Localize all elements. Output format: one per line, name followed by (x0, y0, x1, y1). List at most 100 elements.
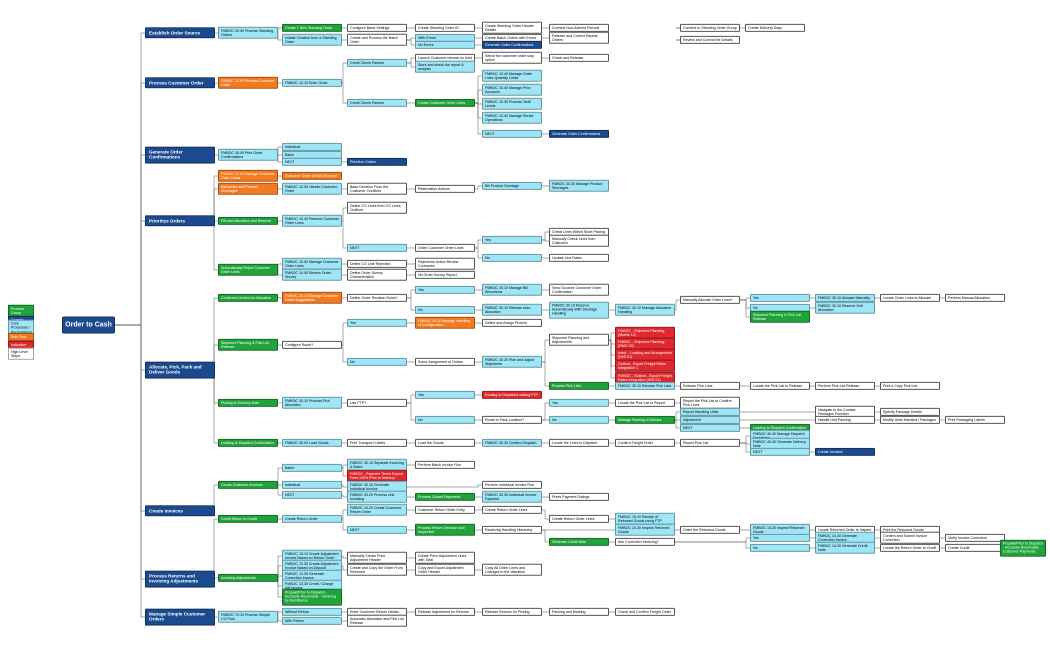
process-node: Send Sources Customer Order Confirmation (549, 283, 609, 297)
process-node: Yes (347, 318, 407, 328)
process-node: Create Invoices (815, 447, 875, 457)
process-node: Create and Process the Batch Order (347, 33, 407, 47)
connector (115, 220, 145, 326)
connector (542, 509, 549, 520)
connector (740, 299, 750, 318)
connector (277, 155, 282, 163)
process-node: Create Customer Invoices (218, 480, 278, 490)
legend-item: Sub-Flow (8, 332, 34, 341)
connector (115, 32, 145, 326)
process-node: Confirm Freight Order (615, 438, 675, 448)
process-node: Locate the Return Order to Credit (880, 543, 940, 553)
connector (277, 578, 282, 598)
process-node: Create and Copy the Order From Returned (347, 563, 407, 577)
process-node: Confirm and Submit Invoice Correction (880, 531, 940, 545)
connector (675, 541, 750, 549)
process-node: Rejections Action Review Contractor (415, 257, 475, 271)
connector (475, 75, 482, 104)
connector (475, 102, 482, 135)
process-node: FMBOC 10.00 Process Customer Order (218, 76, 278, 90)
connector (542, 402, 549, 421)
connector (475, 247, 482, 259)
process-node: Outbnd - Export Freight Rates Integratio… (615, 359, 675, 373)
process-node: FMBOC 30.30 Manage Product Shortages (549, 179, 609, 193)
connector (342, 220, 347, 249)
connector (675, 537, 750, 543)
process-node: Load the Goods (415, 438, 475, 448)
connector (542, 231, 549, 241)
process-node: Picking to Delivery Note (218, 398, 278, 408)
process-node: FMBOC 30.10 Manage Bill Allocations (482, 283, 542, 297)
process-node: Initiate Creation from a Standing Order (282, 33, 342, 47)
process-node: Manually Allocate Order Lines? (680, 295, 740, 305)
process-node: FMBOC 30.30 Individual Invoice Payment (482, 490, 542, 504)
connector (342, 565, 347, 571)
process-node: Manually Create Price Adjustment Header (347, 551, 407, 565)
connector (115, 154, 145, 326)
connector (277, 575, 282, 578)
process-node: NEXT (680, 423, 740, 433)
process-node: Prepaid/Prior to Dispatch - Accounts Rec… (282, 588, 342, 606)
process-node: FMBOC 10.30 Process Tariff Levels (482, 97, 542, 111)
process-node: Automatically Reject Customer Order Line… (218, 263, 278, 277)
connector (407, 484, 482, 488)
connector (277, 485, 282, 496)
process-node: With Return (282, 616, 342, 626)
connector (740, 435, 750, 444)
connector (342, 484, 347, 488)
process-node: FMBOC 30.10 Reserve Soft Allocation (815, 301, 875, 315)
process-node: Configure Basic Settings (347, 23, 407, 33)
process-node: Some Assignment of Orders (415, 357, 475, 367)
process-node: Navigate to the Contact Packages Functio… (815, 405, 875, 419)
process-node: NEXT (482, 129, 542, 139)
process-node: Manage Packing of Articles (615, 415, 675, 425)
connector (277, 146, 282, 155)
connector (342, 344, 347, 363)
process-node: Customer Return Order Entry (415, 505, 475, 515)
connector (475, 239, 482, 249)
connector (475, 185, 482, 190)
process-node: Process Return Decision and Inspection (415, 523, 475, 537)
process-node: FMBOC 40.30 Confirm Dispatch (482, 438, 542, 448)
process-node: Define CO Lines from CO Lines Outlines (347, 201, 407, 215)
connector (542, 339, 549, 363)
process-node: Yes (415, 285, 475, 295)
process-node: Generate Order Confirmations (482, 40, 542, 50)
connector (115, 324, 145, 512)
process-node: NEXT (750, 447, 810, 457)
connector (675, 419, 680, 429)
connector (342, 555, 347, 559)
connector (740, 299, 750, 309)
process-node: Create Return Order Lines (549, 514, 609, 524)
process-node: Copy and Export Adjustment Order Header (415, 563, 475, 577)
connector (740, 442, 750, 453)
connector (277, 565, 282, 578)
process-node: Create Credit (945, 543, 1005, 553)
process-node: Base Decision From the Customer Creditor… (347, 182, 407, 196)
process-node: Automatic Allocation and Pick List Relea… (347, 614, 407, 628)
process-node: Create Return Order (282, 514, 342, 524)
process-node: FMBOC 30.10 Manage Allocation Handling (615, 303, 675, 317)
process-node: Release Returns for Picking (482, 607, 542, 617)
process-node: Individual (282, 480, 342, 490)
process-node: Generate Order Confirmations (549, 129, 609, 139)
process-node: Prepaid/Prior to Dispatch - Accounts Rec… (1000, 539, 1046, 557)
process-node: Receiving Handling Hierarchy (482, 525, 542, 535)
process-node: Report Handling Units (680, 407, 740, 417)
domain-node: Manage Simple Customer Orders (145, 608, 215, 626)
process-node: Check and Confirm Freight Order (615, 607, 675, 617)
connector (542, 529, 549, 543)
process-node: Verify Invoice Correction (945, 533, 1005, 543)
connector (407, 37, 415, 41)
connector (542, 361, 549, 387)
connector (277, 270, 282, 276)
process-node: Create Price Adjustment Lines with Total (415, 551, 475, 565)
process-node: Perform Manual Allocation (945, 293, 1005, 303)
process-node: Process Pick Lists (549, 381, 609, 391)
process-node: FMBOC - Payment Terms Expect Fees 100% P… (347, 469, 407, 483)
connector (277, 33, 282, 41)
process-node: Release and Correct Repeat Orders (549, 31, 609, 45)
process-node: Configure Route? (282, 340, 342, 350)
process-node: No (347, 357, 407, 367)
